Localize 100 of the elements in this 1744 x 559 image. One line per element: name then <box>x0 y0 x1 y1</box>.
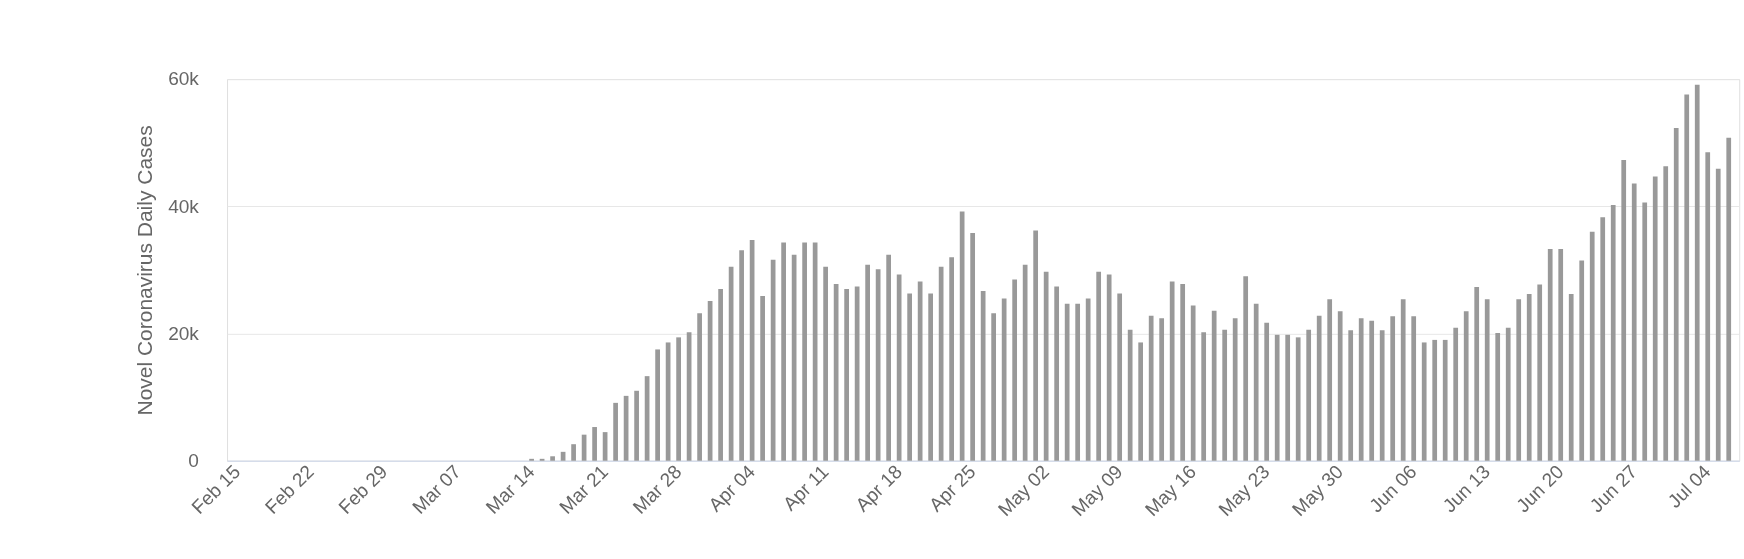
bar <box>991 313 997 461</box>
x-tick-label: Mar 28 <box>628 460 686 518</box>
bar <box>1243 276 1249 461</box>
bar <box>1054 286 1060 461</box>
bar <box>1558 248 1564 461</box>
x-tick-label: Apr 25 <box>924 460 980 516</box>
bar <box>676 337 681 461</box>
x-tick-label: Jun 27 <box>1585 460 1642 517</box>
bar <box>844 289 849 461</box>
x-tick-label: May 30 <box>1287 460 1348 520</box>
bar <box>1085 298 1091 461</box>
bar <box>1337 311 1343 461</box>
bar <box>1180 283 1186 461</box>
bar <box>718 289 723 461</box>
bar <box>1705 152 1711 461</box>
x-tick-label: Feb 29 <box>334 460 392 518</box>
x-tick-label: May 16 <box>1140 460 1201 520</box>
y-tick-label: 0 <box>188 449 199 471</box>
bar <box>1201 332 1207 461</box>
bar <box>1222 329 1228 461</box>
x-tick-label: Mar 14 <box>481 460 539 518</box>
x-tick-label: May 02 <box>993 460 1054 520</box>
bar <box>739 250 744 461</box>
bar <box>1463 311 1469 461</box>
x-tick-label: Apr 11 <box>778 460 833 515</box>
bar <box>917 281 923 461</box>
bar <box>1421 342 1427 461</box>
bar <box>1264 322 1270 461</box>
bar <box>1232 318 1238 461</box>
bar <box>1715 168 1721 461</box>
bar <box>1001 298 1007 461</box>
bar <box>886 254 891 461</box>
bar <box>760 296 765 461</box>
bar <box>1295 337 1301 461</box>
bar <box>1484 299 1490 461</box>
bar <box>1379 330 1385 461</box>
bar <box>1505 327 1511 461</box>
bar <box>613 402 618 461</box>
bar <box>1411 316 1417 461</box>
bar <box>1127 329 1133 461</box>
bar <box>1726 137 1732 461</box>
bar <box>1285 334 1291 461</box>
bar <box>550 456 555 461</box>
bar <box>1096 271 1102 461</box>
bar <box>802 242 807 461</box>
bar <box>1253 303 1259 461</box>
x-tick-label: Mar 07 <box>408 460 465 518</box>
bar <box>1537 284 1543 461</box>
bar <box>1190 305 1196 461</box>
bar <box>1316 315 1322 461</box>
x-tick-label: Jul 04 <box>1663 460 1715 512</box>
bar <box>1694 84 1700 461</box>
x-tick-label: Mar 21 <box>555 460 612 518</box>
y-tick-label: 20k <box>168 322 200 344</box>
bar <box>1684 94 1690 461</box>
bar <box>1327 299 1333 461</box>
bar <box>949 257 955 461</box>
bar <box>1169 281 1175 461</box>
bar <box>1075 303 1081 461</box>
bar <box>1568 294 1574 461</box>
bar <box>1453 327 1459 461</box>
bar <box>928 293 933 461</box>
bar <box>865 264 870 461</box>
x-tick-label: May 09 <box>1067 460 1127 520</box>
bar <box>1652 176 1658 461</box>
bar <box>655 349 660 461</box>
bar <box>1663 166 1669 461</box>
y-axis-title: Novel Coronavirus Daily Cases <box>132 125 156 416</box>
bar <box>1673 128 1679 461</box>
bar <box>1211 310 1217 461</box>
bar <box>1400 299 1406 461</box>
bar <box>896 274 902 461</box>
x-tick-label: Feb 22 <box>261 460 318 518</box>
bar <box>1631 183 1637 461</box>
bar <box>1390 316 1396 461</box>
bar <box>1516 299 1522 461</box>
bar <box>1033 230 1039 461</box>
bar <box>1306 329 1312 461</box>
bar <box>1589 231 1595 461</box>
y-tick-label: 40k <box>168 195 200 217</box>
bar <box>1547 248 1553 461</box>
bar <box>1579 260 1585 461</box>
bar <box>1600 217 1606 461</box>
bar <box>781 242 786 461</box>
x-tick-label: May 23 <box>1214 460 1274 520</box>
bar <box>1642 202 1648 461</box>
bar <box>634 390 639 461</box>
bar <box>938 266 944 461</box>
bar <box>1369 320 1375 461</box>
bar <box>980 290 986 461</box>
bar <box>970 233 976 461</box>
bar <box>1274 334 1280 461</box>
bar <box>1442 339 1448 461</box>
bar <box>697 313 702 461</box>
bar <box>959 211 965 461</box>
x-tick-label: Jun 13 <box>1438 460 1495 517</box>
bar <box>592 427 597 461</box>
bar <box>1148 315 1154 461</box>
y-tick-label: 60k <box>168 68 200 90</box>
x-tick-label: Jun 20 <box>1512 460 1568 517</box>
